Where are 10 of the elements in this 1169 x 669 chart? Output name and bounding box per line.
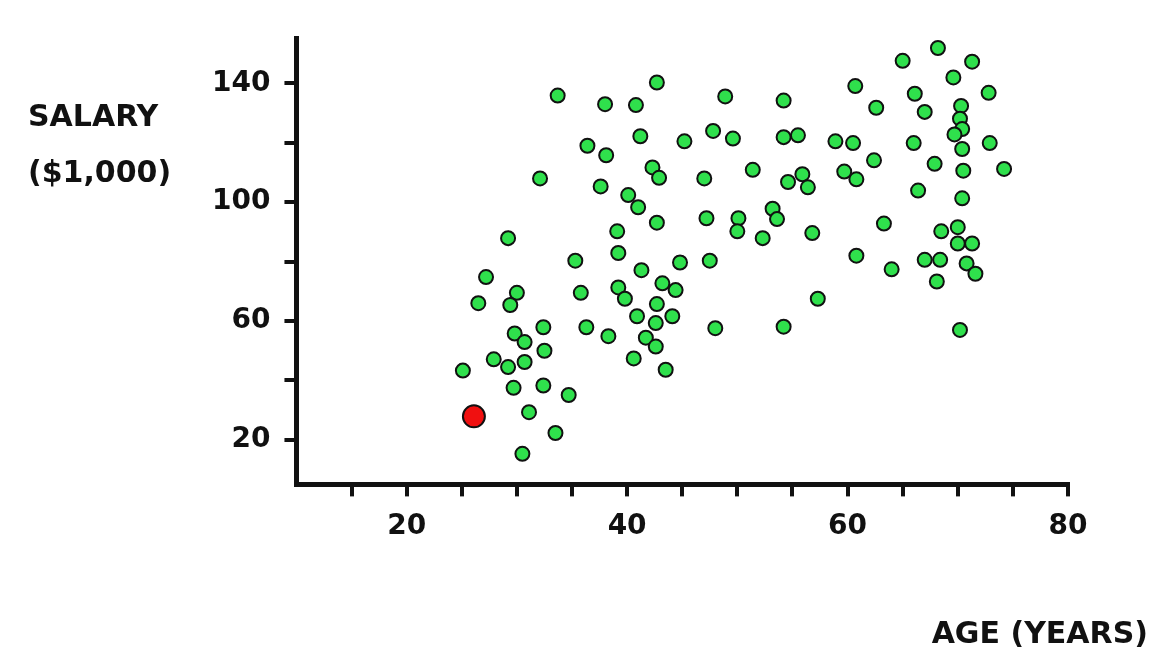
y-tick-label: 20 [231,421,271,455]
y-tick-label: 140 [211,64,271,98]
x-tick-label: 40 [607,508,647,542]
y-tick-label: 100 [211,183,271,217]
x-tick-label: 60 [828,508,868,542]
x-tick-label: 80 [1048,508,1088,542]
x-axis-title: AGE (YEARS) [931,615,1148,650]
y-axis-title: SALARY ($1,000) [28,97,173,191]
y-tick-label: 60 [231,302,271,336]
x-tick-label: 20 [387,508,427,542]
